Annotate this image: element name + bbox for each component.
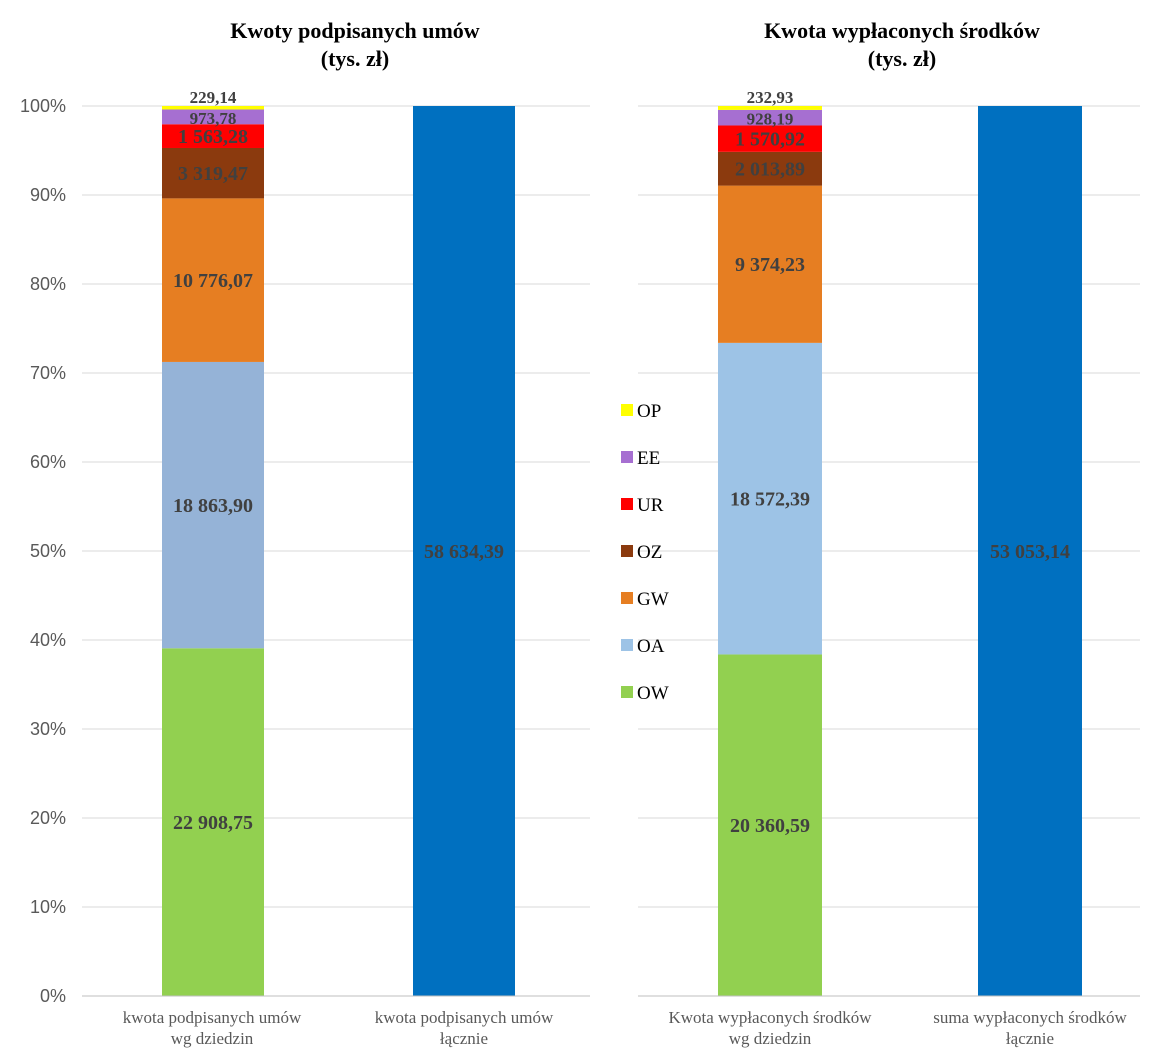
bar-segment-ow bbox=[162, 648, 264, 996]
bar-segment-op bbox=[162, 106, 264, 110]
chart-1-category-label: kwota podpisanych umów bbox=[123, 1008, 302, 1027]
chart-2-category-label: łącznie bbox=[1006, 1029, 1054, 1048]
data-label-ow: 22 908,75 bbox=[173, 812, 253, 834]
chart-1-category-label: wg dziedzin bbox=[171, 1029, 254, 1048]
y-tick-label: 50% bbox=[30, 541, 66, 561]
data-label-total: 58 634,39 bbox=[424, 541, 504, 563]
data-label-ur: 1 570,92 bbox=[735, 129, 805, 151]
data-label-op: 229,14 bbox=[190, 88, 237, 107]
axes: 0% 10% 20% 30% 40% 50% 60% 70% 80% 90% 100% kwota p… bbox=[20, 96, 1140, 1048]
legend: OP EE UR OZ GW OA OW bbox=[621, 401, 669, 704]
data-label-ur: 1 563,28 bbox=[178, 126, 248, 148]
chart-1-category-label: łącznie bbox=[440, 1029, 488, 1048]
chart-2-title: Kwota wypłaconych środków bbox=[764, 18, 1040, 43]
chart-1-title: Kwoty podpisanych umów bbox=[230, 18, 480, 43]
legend-label-gw: GW bbox=[637, 589, 669, 610]
legend-swatch-ur bbox=[621, 498, 633, 510]
chart-2-subtitle: (tys. zł) bbox=[868, 46, 936, 71]
legend-swatch-oa bbox=[621, 639, 633, 651]
data-label-ee: 928,19 bbox=[747, 110, 794, 129]
y-tick-label: 0% bbox=[40, 986, 66, 1006]
bar-segment-ow bbox=[718, 654, 822, 996]
bar-segments bbox=[162, 106, 1082, 996]
bar-segment-oa bbox=[162, 361, 264, 649]
legend-swatch-op bbox=[621, 404, 633, 416]
y-tick-label: 70% bbox=[30, 363, 66, 383]
data-label-oz: 3 319,47 bbox=[178, 163, 248, 185]
chart-1-category-label: kwota podpisanych umów bbox=[375, 1008, 554, 1027]
bar-segment-total bbox=[413, 106, 515, 996]
data-label-op: 232,93 bbox=[747, 88, 794, 107]
y-tick-label: 100% bbox=[20, 96, 66, 116]
legend-label-ur: UR bbox=[637, 495, 664, 516]
data-label-total: 53 053,14 bbox=[990, 541, 1070, 563]
bar-segment-op bbox=[718, 106, 822, 110]
y-tick-label: 30% bbox=[30, 719, 66, 739]
chart-2-category-label: suma wypłaconych środków bbox=[933, 1008, 1127, 1027]
legend-label-oz: OZ bbox=[637, 542, 662, 563]
y-tick-label: 80% bbox=[30, 274, 66, 294]
bar-segment-ee bbox=[162, 109, 264, 125]
data-label-ow: 20 360,59 bbox=[730, 815, 810, 837]
y-tick-label: 60% bbox=[30, 452, 66, 472]
data-label-oa: 18 863,90 bbox=[173, 495, 253, 517]
legend-swatch-ow bbox=[621, 686, 633, 698]
legend-swatch-gw bbox=[621, 592, 633, 604]
bar-segment-ur bbox=[162, 124, 264, 148]
bar-segment-oa bbox=[718, 342, 822, 655]
data-label-gw: 10 776,07 bbox=[173, 270, 253, 292]
bar-segment-oz bbox=[718, 151, 822, 186]
data-label-oa: 18 572,39 bbox=[730, 489, 810, 511]
chart-2-category-label: Kwota wypłaconych środków bbox=[668, 1008, 872, 1027]
chart-1-subtitle: (tys. zł) bbox=[321, 46, 389, 71]
y-tick-label: 90% bbox=[30, 185, 66, 205]
bar-segment-gw bbox=[162, 198, 264, 362]
legend-label-op: OP bbox=[637, 401, 661, 422]
legend-label-ow: OW bbox=[637, 683, 669, 704]
legend-swatch-ee bbox=[621, 451, 633, 463]
bar-segment-gw bbox=[718, 185, 822, 343]
y-tick-label: 20% bbox=[30, 808, 66, 828]
bar-segment-ur bbox=[718, 125, 822, 152]
legend-swatch-oz bbox=[621, 545, 633, 557]
legend-label-oa: OA bbox=[637, 636, 665, 657]
chart-2-category-label: wg dziedzin bbox=[729, 1029, 812, 1048]
data-label-ee: 973,78 bbox=[190, 109, 237, 128]
bar-segment-total bbox=[978, 106, 1082, 996]
legend-label-ee: EE bbox=[637, 448, 660, 469]
data-label-gw: 9 374,23 bbox=[735, 254, 805, 276]
y-tick-label: 40% bbox=[30, 630, 66, 650]
data-label-oz: 2 013,89 bbox=[735, 159, 805, 181]
data-labels: 22 908,75 18 863,90 10 776,07 3 319,47 1 563… bbox=[173, 88, 1070, 837]
bar-segment-ee bbox=[718, 109, 822, 126]
bar-segment-oz bbox=[162, 147, 264, 199]
y-tick-label: 10% bbox=[30, 897, 66, 917]
